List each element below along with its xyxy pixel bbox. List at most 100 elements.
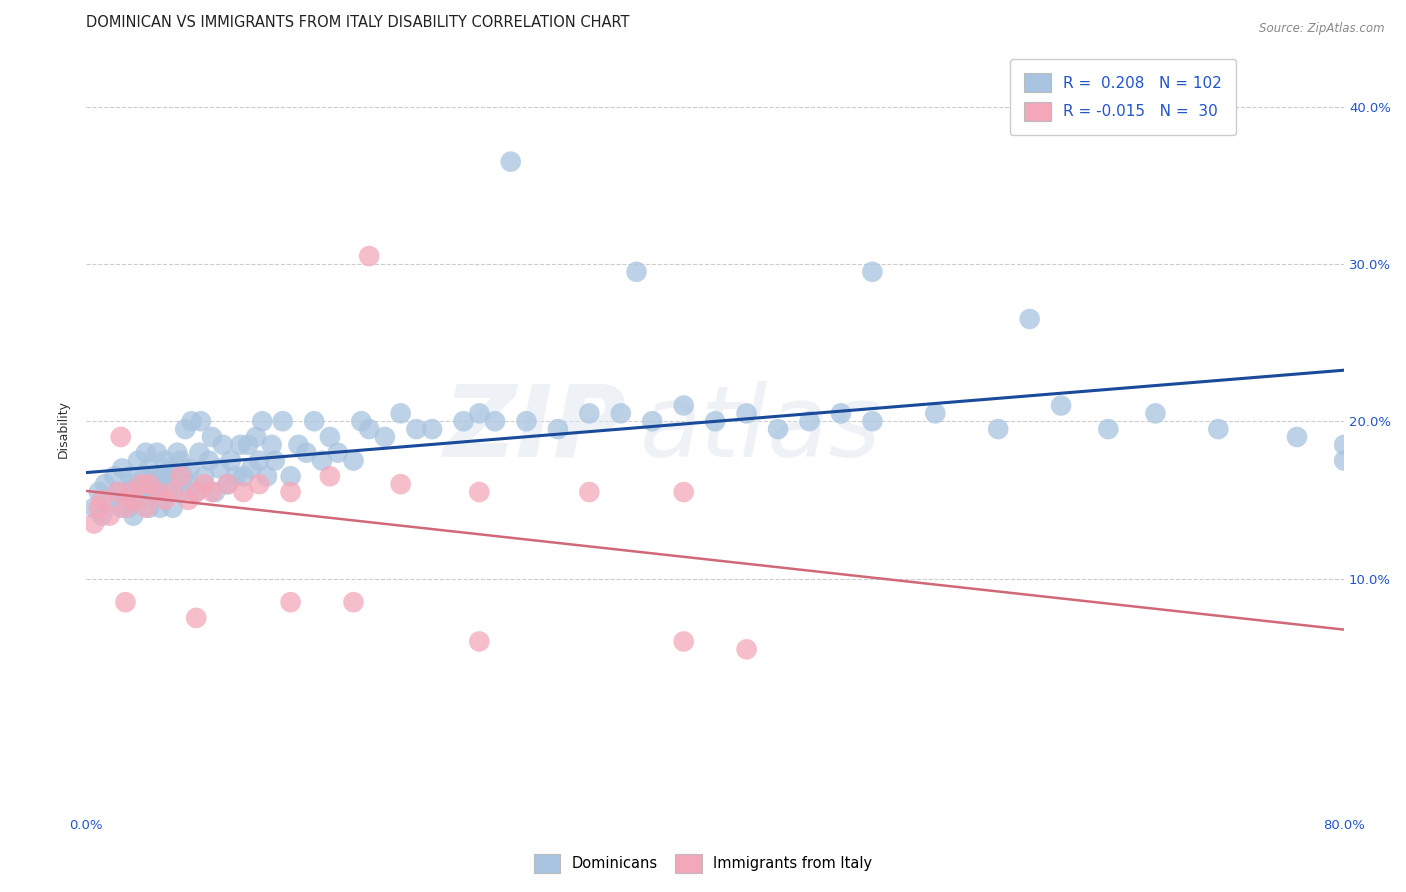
Point: [87, 485, 110, 500]
Point: [169, 469, 191, 483]
Point: [610, 406, 633, 420]
Point: [987, 422, 1010, 436]
Point: [174, 422, 197, 436]
Point: [641, 414, 664, 428]
Point: [138, 461, 160, 475]
Point: [90, 508, 112, 523]
Point: [156, 485, 179, 500]
Point: [83, 516, 105, 531]
Point: [420, 422, 443, 436]
Point: [830, 406, 852, 420]
Point: [232, 469, 254, 483]
Point: [107, 485, 129, 500]
Point: [129, 477, 152, 491]
Point: [134, 469, 156, 483]
Point: [374, 430, 396, 444]
Point: [704, 414, 727, 428]
Point: [120, 469, 142, 483]
Point: [578, 485, 600, 500]
Point: [217, 477, 239, 491]
Point: [135, 446, 157, 460]
Point: [240, 461, 263, 475]
Point: [83, 500, 105, 515]
Point: [190, 414, 212, 428]
Point: [578, 406, 600, 420]
Point: [153, 492, 176, 507]
Point: [468, 406, 491, 420]
Point: [201, 430, 224, 444]
Point: [201, 485, 224, 500]
Point: [1050, 399, 1073, 413]
Point: [860, 414, 883, 428]
Point: [159, 461, 181, 475]
Point: [153, 453, 176, 467]
Point: [125, 485, 148, 500]
Point: [405, 422, 427, 436]
Legend: R =  0.208   N = 102, R = -0.015   N =  30: R = 0.208 N = 102, R = -0.015 N = 30: [1010, 59, 1236, 135]
Text: ZIP: ZIP: [444, 381, 627, 477]
Point: [153, 469, 176, 483]
Point: [107, 485, 129, 500]
Point: [256, 469, 278, 483]
Point: [359, 422, 381, 436]
Text: Source: ZipAtlas.com: Source: ZipAtlas.com: [1260, 22, 1385, 36]
Point: [672, 399, 695, 413]
Point: [180, 414, 202, 428]
Point: [110, 500, 132, 515]
Point: [186, 485, 208, 500]
Point: [169, 453, 191, 467]
Point: [1018, 312, 1040, 326]
Point: [129, 492, 152, 507]
Point: [169, 485, 191, 500]
Text: atlas: atlas: [640, 381, 882, 477]
Point: [98, 508, 121, 523]
Point: [94, 477, 117, 491]
Point: [111, 461, 134, 475]
Point: [735, 406, 758, 420]
Point: [188, 446, 211, 460]
Point: [135, 500, 157, 515]
Point: [162, 485, 184, 500]
Point: [87, 500, 110, 515]
Point: [1333, 453, 1355, 467]
Point: [122, 477, 145, 491]
Point: [186, 485, 208, 500]
Point: [280, 485, 302, 500]
Point: [186, 611, 208, 625]
Point: [319, 430, 342, 444]
Point: [860, 265, 883, 279]
Point: [117, 500, 139, 515]
Point: [247, 453, 270, 467]
Point: [150, 477, 173, 491]
Point: [142, 469, 165, 483]
Y-axis label: Disability: Disability: [58, 401, 70, 458]
Point: [1333, 438, 1355, 452]
Point: [326, 446, 349, 460]
Point: [146, 446, 169, 460]
Point: [359, 249, 381, 263]
Point: [179, 461, 201, 475]
Point: [280, 595, 302, 609]
Point: [453, 414, 475, 428]
Point: [103, 469, 125, 483]
Point: [225, 469, 247, 483]
Point: [208, 461, 231, 475]
Point: [499, 154, 522, 169]
Point: [122, 492, 145, 507]
Point: [260, 438, 283, 452]
Point: [198, 453, 221, 467]
Point: [193, 477, 215, 491]
Point: [389, 477, 412, 491]
Point: [232, 485, 254, 500]
Point: [114, 500, 136, 515]
Point: [245, 430, 267, 444]
Point: [515, 414, 537, 428]
Point: [146, 485, 169, 500]
Point: [766, 422, 789, 436]
Point: [672, 634, 695, 648]
Point: [177, 492, 200, 507]
Point: [138, 500, 160, 515]
Point: [1144, 406, 1167, 420]
Point: [319, 469, 342, 483]
Point: [1208, 422, 1230, 436]
